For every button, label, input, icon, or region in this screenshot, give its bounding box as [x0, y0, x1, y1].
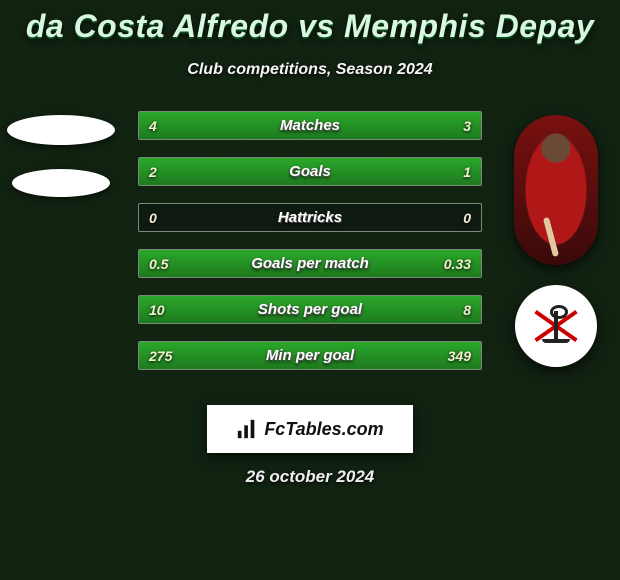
- stat-row: 43Matches: [138, 111, 482, 140]
- stat-label: Shots per goal: [139, 296, 481, 323]
- branding-box: FcTables.com: [207, 405, 413, 453]
- stat-label: Min per goal: [139, 342, 481, 369]
- left-club-badge-placeholder: [12, 169, 110, 197]
- right-club-badge: [515, 285, 597, 367]
- stat-label: Goals per match: [139, 250, 481, 277]
- corinthians-crest-icon: [528, 298, 584, 354]
- stat-label: Matches: [139, 112, 481, 139]
- stat-row: 21Goals: [138, 157, 482, 186]
- stat-row: 0.50.33Goals per match: [138, 249, 482, 278]
- comparison-grid: 43Matches 21Goals 00Hattricks 0.50.33Goals …: [0, 111, 620, 391]
- snapshot-date: 26 october 2024: [0, 467, 620, 487]
- fctables-logo: FcTables.com: [236, 418, 383, 440]
- stat-label: Hattricks: [139, 204, 481, 231]
- season-subtitle: Club competitions, Season 2024: [0, 61, 620, 79]
- stat-row: 275349Min per goal: [138, 341, 482, 370]
- stat-row: 00Hattricks: [138, 203, 482, 232]
- left-player-avatar-placeholder: [7, 115, 115, 145]
- stat-label: Goals: [139, 158, 481, 185]
- branding-text: FcTables.com: [264, 419, 383, 440]
- left-player-column: [6, 115, 116, 221]
- comparison-title: da Costa Alfredo vs Memphis Depay: [0, 0, 620, 45]
- right-player-column: [506, 115, 606, 367]
- stats-bars: 43Matches 21Goals 00Hattricks 0.50.33Goals …: [138, 111, 482, 387]
- right-player-avatar: [514, 115, 598, 265]
- stat-row: 108Shots per goal: [138, 295, 482, 324]
- bar-chart-icon: [236, 418, 258, 440]
